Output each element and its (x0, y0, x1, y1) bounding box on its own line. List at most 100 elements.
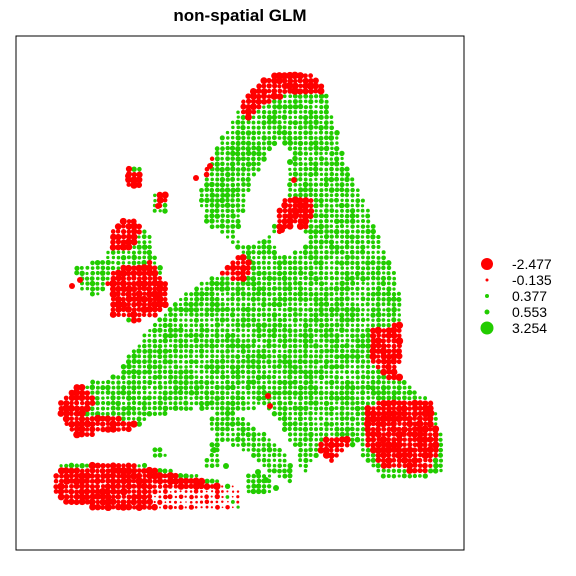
positive-residual-dot (225, 374, 230, 379)
negative-residual-dot (78, 415, 86, 423)
positive-residual-dot (205, 375, 209, 379)
positive-residual-dot (255, 322, 262, 329)
negative-residual-dot (147, 297, 153, 303)
negative-residual-dot (392, 364, 397, 370)
positive-residual-dot (323, 109, 329, 115)
positive-residual-dot (230, 438, 235, 442)
negative-residual-dot (94, 462, 101, 469)
negative-residual-dot (416, 426, 424, 433)
positive-residual-dot (375, 462, 381, 469)
positive-residual-dot (344, 234, 350, 240)
positive-residual-dot (344, 213, 350, 219)
positive-residual-dot (319, 426, 324, 432)
negative-residual-dot (207, 163, 213, 169)
positive-residual-dot (261, 442, 266, 447)
positive-residual-dot (277, 255, 282, 260)
positive-residual-dot (152, 400, 157, 406)
positive-residual-dot (173, 343, 178, 349)
positive-residual-dot (220, 161, 225, 167)
positive-residual-dot (188, 374, 194, 380)
negative-residual-dot (141, 504, 147, 510)
positive-residual-dot (349, 441, 356, 448)
positive-residual-dot (314, 380, 318, 384)
positive-residual-dot (329, 271, 333, 275)
positive-residual-dot (355, 188, 360, 193)
positive-residual-dot (263, 477, 269, 483)
positive-residual-dot (235, 390, 241, 396)
positive-residual-dot (251, 161, 257, 167)
positive-residual-dot (84, 276, 90, 281)
positive-residual-dot (318, 281, 325, 287)
positive-residual-dot (350, 359, 355, 364)
positive-residual-dot (375, 301, 381, 308)
positive-residual-dot (235, 369, 241, 375)
positive-residual-dot (287, 338, 293, 343)
positive-residual-dot (261, 390, 267, 396)
positive-residual-dot (386, 271, 391, 276)
negative-residual-dot (385, 363, 392, 371)
negative-residual-dot (411, 457, 419, 464)
positive-residual-dot (360, 249, 366, 255)
negative-residual-dot (95, 427, 101, 432)
negative-residual-dot (339, 447, 345, 453)
positive-residual-dot (251, 249, 256, 255)
positive-residual-dot (231, 125, 235, 130)
positive-residual-dot (412, 390, 417, 395)
positive-residual-dot (287, 159, 293, 165)
positive-residual-dot (313, 203, 319, 209)
negative-residual-dot (62, 415, 70, 423)
positive-residual-dot (391, 468, 396, 473)
positive-residual-dot (147, 234, 152, 240)
negative-residual-dot (221, 506, 224, 509)
negative-residual-dot (296, 222, 305, 230)
positive-residual-dot (350, 297, 355, 301)
positive-residual-dot (177, 389, 184, 396)
negative-residual-dot (68, 488, 75, 495)
positive-residual-dot (278, 110, 282, 114)
negative-residual-dot (422, 416, 428, 422)
positive-residual-dot (276, 301, 283, 308)
negative-residual-dot (312, 82, 320, 90)
positive-residual-dot (302, 369, 309, 375)
positive-residual-dot (110, 390, 116, 396)
positive-residual-dot (148, 240, 152, 244)
positive-residual-dot (199, 323, 204, 328)
positive-residual-dot (235, 405, 241, 411)
positive-residual-dot (323, 234, 330, 240)
positive-residual-dot (323, 332, 329, 339)
positive-residual-dot (422, 473, 428, 479)
positive-residual-dot (152, 395, 157, 400)
positive-residual-dot (126, 410, 132, 416)
positive-residual-dot (219, 182, 226, 188)
negative-residual-dot (109, 311, 117, 318)
positive-residual-dot (282, 109, 287, 114)
positive-residual-dot (225, 348, 230, 354)
positive-residual-dot (230, 499, 235, 504)
positive-residual-dot (137, 255, 142, 260)
positive-residual-dot (137, 250, 142, 255)
positive-residual-dot (323, 135, 329, 141)
negative-residual-dot (241, 99, 246, 105)
negative-residual-dot (110, 307, 116, 313)
negative-residual-dot (221, 495, 224, 499)
positive-residual-dot (178, 406, 184, 411)
negative-residual-dot (417, 463, 423, 469)
positive-residual-dot (355, 338, 361, 344)
positive-residual-dot (360, 452, 366, 458)
negative-residual-dot (261, 98, 268, 105)
positive-residual-dot (245, 343, 251, 349)
positive-residual-dot (272, 261, 277, 265)
negative-residual-dot (115, 478, 122, 485)
positive-residual-dot (147, 348, 153, 354)
positive-residual-dot (298, 354, 303, 359)
negative-residual-dot (370, 342, 377, 350)
negative-residual-dot (74, 400, 80, 406)
positive-residual-dot (261, 364, 267, 370)
positive-residual-dot (157, 400, 163, 406)
positive-residual-dot (339, 390, 345, 396)
positive-residual-dot (302, 332, 309, 339)
positive-residual-dot (261, 109, 267, 115)
positive-residual-dot (215, 401, 220, 406)
positive-residual-dot (334, 249, 340, 255)
negative-residual-dot (292, 202, 298, 209)
